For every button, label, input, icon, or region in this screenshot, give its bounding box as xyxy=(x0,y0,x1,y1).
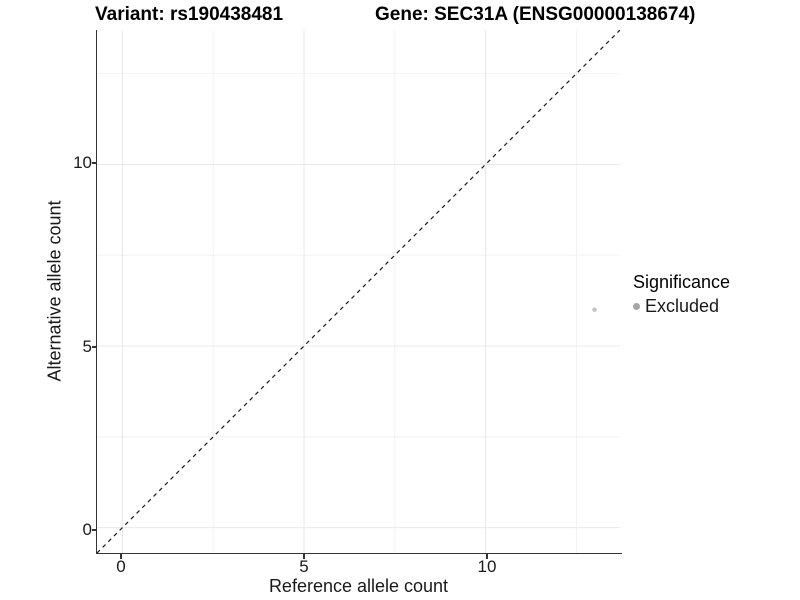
plot-panel xyxy=(97,30,620,553)
legend-item-excluded[interactable]: Excluded xyxy=(633,296,730,317)
legend-title: Significance xyxy=(633,272,731,292)
y-tick-label-5: 5 xyxy=(82,337,92,356)
x-tick-mark-5 xyxy=(303,554,305,559)
identity-line xyxy=(97,30,620,553)
x-axis-title: Reference allele count xyxy=(268,576,449,596)
y-tick-label-0: 0 xyxy=(82,520,92,539)
legend: Significance Excluded xyxy=(633,272,730,317)
y-tick-label-10: 10 xyxy=(73,153,92,172)
y-axis-line xyxy=(95,30,97,554)
x-axis-line xyxy=(95,552,622,554)
plot-title-variant: Variant: rs190438481 xyxy=(95,4,284,25)
legend-item-label: Excluded xyxy=(645,296,720,316)
plot-area-svg xyxy=(97,30,620,553)
plot-title-gene: Gene: SEC31A (ENSG00000138674) xyxy=(375,4,696,25)
x-tick-label-5: 5 xyxy=(299,557,309,576)
x-tick-mark-10 xyxy=(486,554,488,559)
data-point xyxy=(592,307,597,312)
y-tick-mark-0 xyxy=(91,529,96,531)
legend-key-dot-icon xyxy=(633,303,640,310)
x-tick-label-10: 10 xyxy=(477,557,497,576)
y-axis-title: Alternative allele count xyxy=(44,200,65,382)
x-tick-label-0: 0 xyxy=(116,557,126,576)
y-tick-mark-5 xyxy=(91,346,96,348)
y-tick-mark-10 xyxy=(91,162,96,164)
x-tick-mark-0 xyxy=(120,554,122,559)
